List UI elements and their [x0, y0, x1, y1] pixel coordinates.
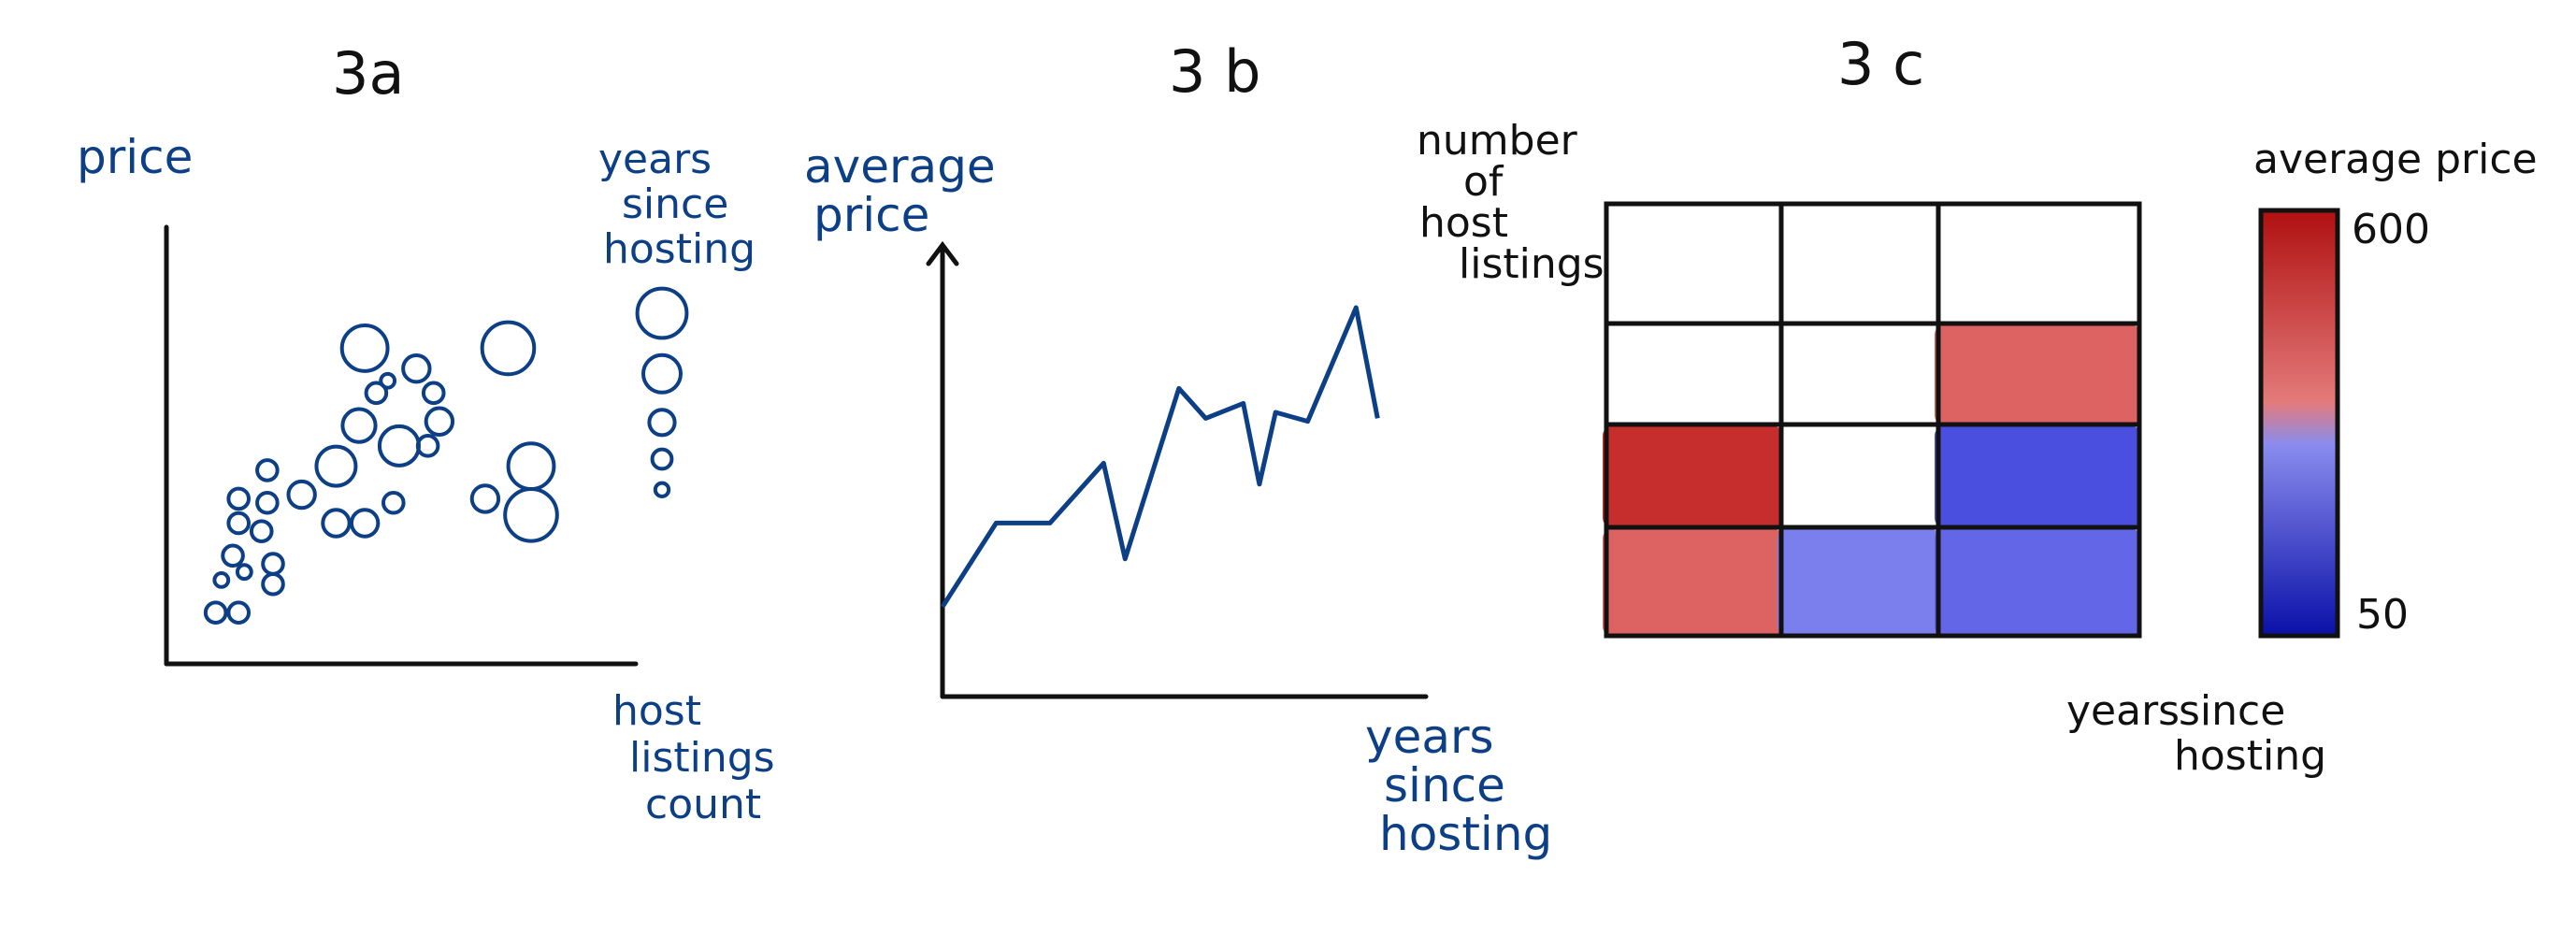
- chart-3c-title: 3 c: [1837, 30, 1924, 98]
- size-legend-circle: [653, 481, 671, 498]
- scatter-point: [255, 458, 280, 482]
- scatter-point: [226, 511, 251, 536]
- scatter-point: [226, 486, 251, 511]
- scatter-point: [469, 483, 501, 514]
- scatter-point: [339, 324, 390, 373]
- size-legend-circle: [635, 286, 689, 340]
- chart-3b-series-line: [940, 305, 1380, 609]
- chart-3a: 3a price years since hosting host listings c…: [77, 39, 775, 828]
- scatter-point: [377, 424, 421, 468]
- scatter-point: [221, 543, 245, 568]
- scatter-point: [503, 487, 559, 543]
- heatmap-cell: [1777, 529, 1940, 636]
- size-legend-circle: [641, 352, 683, 395]
- scatter-point: [203, 600, 228, 626]
- size-legend-circle: [650, 447, 674, 471]
- chart-3c-colorbar-tick-min: 50: [2356, 591, 2409, 639]
- chart-3c-cells: [1603, 325, 2141, 636]
- chart-3b-xlabel: years since hosting: [1365, 710, 1552, 861]
- chart-3a-xlabel: host listings count: [612, 687, 775, 828]
- chart-3c-colorbar: [2258, 208, 2340, 639]
- scatter-point: [480, 320, 537, 377]
- heatmap-cell: [1935, 426, 2141, 527]
- scatter-point: [421, 381, 446, 406]
- chart-3a-size-legend: [635, 286, 689, 498]
- chart-3c-colorbar-label: average price: [2253, 136, 2538, 183]
- chart-3c-colorbar-tick-max: 600: [2352, 206, 2430, 253]
- chart-3b-title: 3 b: [1169, 37, 1261, 106]
- scatter-point: [314, 444, 358, 488]
- scatter-point: [321, 508, 352, 539]
- chart-3a-title: 3a: [332, 39, 404, 108]
- chart-3a-size-label: years since hosting: [598, 136, 756, 273]
- scatter-point: [401, 353, 432, 384]
- scatter-point: [506, 441, 556, 492]
- scatter-point: [255, 490, 280, 515]
- scatter-point: [261, 552, 285, 576]
- scatter-point: [424, 406, 455, 437]
- scatter-point: [261, 571, 285, 597]
- scatter-point: [364, 381, 389, 406]
- chart-3b-y-arrow: [926, 240, 959, 266]
- heatmap-cell: [1603, 529, 1783, 636]
- heatmap-cell: [1935, 325, 2141, 424]
- chart-3a-points: [203, 320, 559, 626]
- heatmap-cell: [1603, 426, 1783, 527]
- chart-3b-ylabel: average price: [804, 139, 996, 242]
- chart-3c-ylabel: number of host listings: [1417, 117, 1605, 288]
- scatter-point: [340, 407, 378, 444]
- scatter-point: [235, 563, 253, 582]
- scatter-point: [249, 519, 274, 544]
- scatter-point: [212, 571, 231, 589]
- scatter-point: [226, 600, 251, 626]
- chart-3c-xlabel: yearssince hosting: [2066, 687, 2326, 780]
- chart-3c-grid: [1604, 201, 2142, 639]
- scatter-point: [349, 508, 381, 539]
- scatter-point: [286, 479, 317, 511]
- scatter-point: [415, 434, 440, 458]
- scatter-point: [379, 371, 397, 390]
- chart-3a-ylabel: price: [77, 130, 193, 184]
- heatmap-border: [1604, 201, 2142, 639]
- size-legend-circle: [647, 408, 677, 438]
- heatmap-cell: [1935, 529, 2141, 636]
- scatter-point: [381, 490, 406, 515]
- chart-3c: 3 c number of host listings average price 6…: [1417, 30, 2538, 780]
- chart-3b: 3 b average price years since hosting: [804, 37, 1552, 861]
